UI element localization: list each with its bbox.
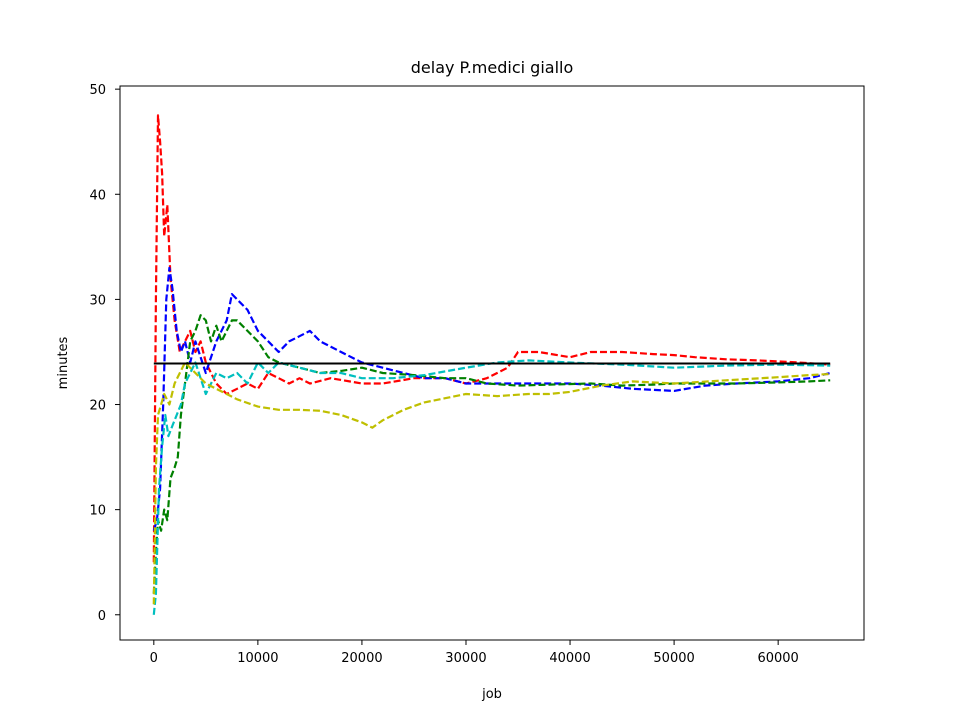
y-tick-label: 40 xyxy=(89,188,106,203)
series-line-2 xyxy=(152,266,831,532)
x-tick-label: 40000 xyxy=(549,651,590,666)
x-tick-label: 60000 xyxy=(757,651,798,666)
series-line-4 xyxy=(152,359,831,615)
plot-frame xyxy=(119,85,865,641)
y-tick-label: 0 xyxy=(98,609,106,624)
plot-area xyxy=(152,114,831,615)
series-line-3 xyxy=(152,314,831,594)
series-layer xyxy=(152,114,831,615)
x-tick-label: 0 xyxy=(150,651,158,666)
y-axis-label: minutes xyxy=(56,336,71,389)
y-tick-label: 10 xyxy=(89,504,106,519)
series-line-5 xyxy=(152,361,831,605)
x-tick-label: 50000 xyxy=(653,651,694,666)
y-tick-label: 50 xyxy=(89,83,106,98)
y-tick-label: 20 xyxy=(89,399,106,414)
y-tick-label: 30 xyxy=(89,293,106,308)
y-axis: 0 10 20 30 40 50 xyxy=(89,83,120,624)
x-axis: 0 10000 20000 30000 40000 50000 60000 xyxy=(150,640,799,666)
chart-title: delay P.medici giallo xyxy=(411,58,574,77)
x-tick-label: 20000 xyxy=(341,651,382,666)
x-tick-label: 10000 xyxy=(237,651,278,666)
x-axis-label: job xyxy=(481,687,502,702)
x-tick-label: 30000 xyxy=(445,651,486,666)
